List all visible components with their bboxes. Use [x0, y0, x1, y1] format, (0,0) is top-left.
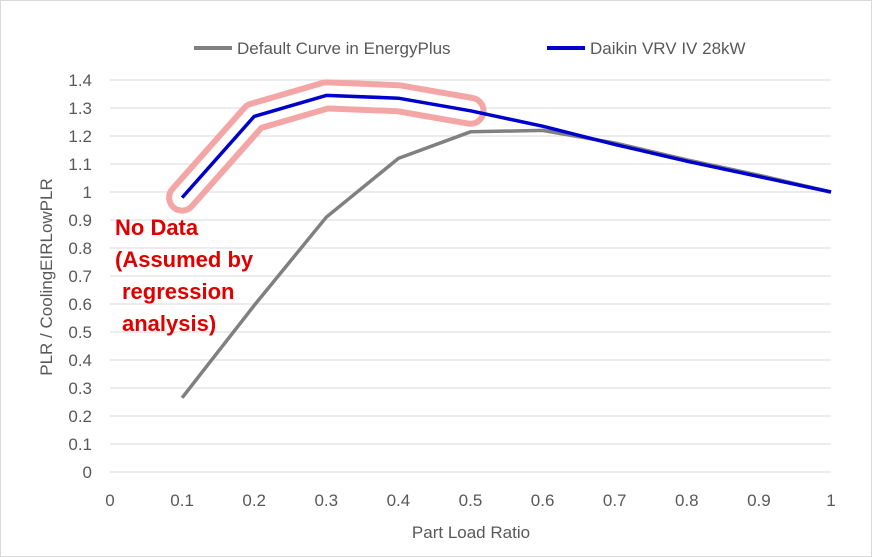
x-axis-ticks: 0 0.1 0.2 0.3 0.4 0.5 0.6 0.7 0.8 0.9 1 [105, 491, 835, 510]
y-tick-label-1: 0.1 [68, 435, 92, 454]
annotation-line-1: No Data [115, 215, 199, 240]
y-tick-label-7: 0.7 [68, 267, 92, 286]
legend-label-default-curve: Default Curve in EnergyPlus [237, 39, 451, 58]
legend-label-daikin: Daikin VRV IV 28kW [590, 39, 746, 58]
x-tick-label-8: 0.8 [675, 491, 699, 510]
y-tick-label-10: 1 [83, 183, 92, 202]
y-tick-label-11: 1.1 [68, 155, 92, 174]
y-tick-label-8: 0.8 [68, 239, 92, 258]
no-data-annotation: No Data (Assumed by regression analysis) [115, 215, 254, 336]
y-tick-label-3: 0.3 [68, 379, 92, 398]
legend: Default Curve in EnergyPlus Daikin VRV I… [194, 39, 746, 58]
x-tick-label-0: 0 [105, 491, 114, 510]
y-tick-label-5: 0.5 [68, 323, 92, 342]
annotation-line-4: analysis) [122, 311, 216, 336]
y-tick-label-9: 0.9 [68, 211, 92, 230]
x-tick-label-1: 0.1 [170, 491, 194, 510]
x-tick-label-2: 0.2 [242, 491, 266, 510]
x-tick-label-6: 0.6 [531, 491, 555, 510]
x-tick-label-9: 0.9 [747, 491, 771, 510]
series-lines [180, 93, 832, 399]
x-tick-label-4: 0.4 [387, 491, 411, 510]
x-tick-label-5: 0.5 [459, 491, 483, 510]
series-line-1 [180, 93, 832, 199]
annotation-line-3: regression [122, 279, 235, 304]
x-tick-label-7: 0.7 [603, 491, 627, 510]
y-tick-label-4: 0.4 [68, 351, 92, 370]
y-tick-label-0: 0 [83, 463, 92, 482]
y-tick-label-6: 0.6 [68, 295, 92, 314]
x-axis-title: Part Load Ratio [412, 523, 530, 542]
x-tick-label-3: 0.3 [314, 491, 338, 510]
y-tick-label-12: 1.2 [68, 127, 92, 146]
y-axis-title: PLR / CoolingEIRLowPLR [37, 178, 56, 375]
annotation-line-2: (Assumed by [115, 247, 254, 272]
y-tick-label-13: 1.3 [68, 99, 92, 118]
y-tick-label-14: 1.4 [68, 71, 92, 90]
y-axis-ticks: 0 0.1 0.2 0.3 0.4 0.5 0.6 0.7 0.8 0.9 1 1.1 1.2 1.3 1.… [68, 71, 92, 482]
y-tick-label-2: 0.2 [68, 407, 92, 426]
x-tick-label-10: 1 [826, 491, 835, 510]
